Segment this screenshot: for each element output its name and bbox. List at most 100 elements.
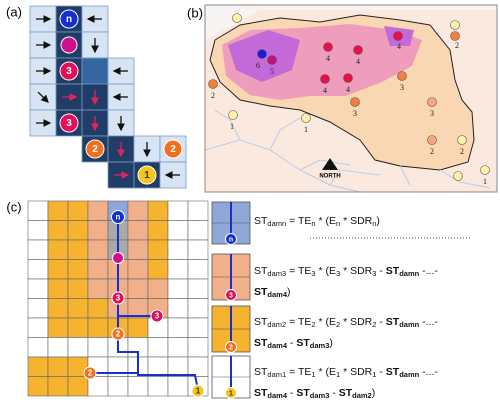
node [163,139,183,159]
map: NORTH 2 6 5 4 4 4 4 4 3 3 3 2 1 1 2 2 1 [205,5,497,192]
equation-term: n [335,219,341,228]
equation-term: n [311,219,316,228]
node-label: 1 [196,387,201,396]
equation-term: ST [385,265,400,277]
equation-term: damn [267,219,287,228]
panel-label: (c) [6,199,21,214]
equation-term: 3 [335,269,341,278]
grid-cell [27,220,49,241]
grid-cell [67,220,89,241]
grid-cell [87,278,109,299]
station [228,110,238,120]
equation: STdam1 = TE1 * (E1 * SDR1 - STdamn -...-… [254,363,438,404]
grid-cell [127,376,149,397]
station-label: 1 [483,177,487,186]
station [450,20,460,30]
node [137,165,157,185]
grid-cell [87,376,109,397]
grid-cell [47,259,69,280]
grid-cell [67,298,89,319]
grid-cell [167,298,189,319]
grid-cell [47,278,69,299]
grid-cell [147,239,169,260]
node-label: 3 [66,66,72,77]
node-label: 2 [229,344,233,351]
station [323,42,333,52]
station [427,135,437,145]
node [59,9,79,29]
legend: n 3 2 1 [211,201,251,399]
grid-cell [167,200,189,221]
equation-term: damn [399,320,420,329]
equation-term: ST [254,366,268,378]
node-label: 1 [229,390,233,397]
node [191,384,205,398]
node [225,341,237,353]
node [83,366,97,380]
equation-term: ) [287,286,291,298]
grid-cell [167,220,189,241]
equation-term: = TE [286,316,312,328]
equation-term: -...- [419,316,438,328]
grid-cell [27,239,49,260]
equation-term: ) [371,387,376,399]
node-label: 2 [92,144,98,155]
equation-term: -...- [419,265,438,277]
equation-term: * (E [315,316,336,328]
equation-term: damn [399,269,420,278]
grid-cell [47,200,69,221]
grid-cell [147,356,169,377]
station-label: 2 [430,147,434,156]
routing-grid: n 3 3 2 2 1 [27,200,209,398]
station-label: 2 [211,91,215,100]
node-label: 3 [116,294,121,303]
grid-cell [127,239,149,260]
station-label: 3 [353,109,357,118]
station [397,71,407,81]
equation-term: * (E [315,215,336,227]
equation-term: - [287,337,297,349]
grid-cell [47,239,69,260]
grid-cell [187,356,209,377]
equation-term: - [376,265,386,277]
node [225,233,237,245]
equation-term: dam2 [352,391,372,400]
equation-term: 2 [311,320,316,329]
grid-cell [87,337,109,358]
station-label: 3 [400,83,404,92]
node [111,210,125,224]
grid-cell [67,376,89,397]
grid-cell [27,278,49,299]
node [59,61,79,81]
equation-term: * (E [315,366,336,378]
node-label: 2 [170,144,176,155]
grid-cell [147,278,169,299]
node-label: n [229,236,233,243]
grid-cell [167,337,189,358]
equation-term: dam3 [309,341,330,350]
station [453,171,463,181]
station [208,79,218,89]
node-label: 3 [229,292,233,299]
grid-cell [187,317,209,338]
station [301,113,311,123]
equation-term: -...- [419,366,438,378]
equation-term: 2 [372,320,377,329]
station [457,135,467,145]
grid-cell [27,356,49,377]
grid-cell [47,356,69,377]
grid-cell [81,57,109,85]
panel-label: (a) [6,4,22,19]
station-label: 5 [270,67,274,76]
station-label: 1 [304,125,308,134]
station-label: 4 [326,54,330,63]
grid-cell [187,220,209,241]
station-label: 1 [230,122,234,131]
grid-cell [147,376,169,397]
station [267,55,277,65]
station [353,45,363,55]
grid-cell [187,239,209,260]
equation-term: * SDR [340,265,373,277]
equation-term: ST [254,286,268,298]
